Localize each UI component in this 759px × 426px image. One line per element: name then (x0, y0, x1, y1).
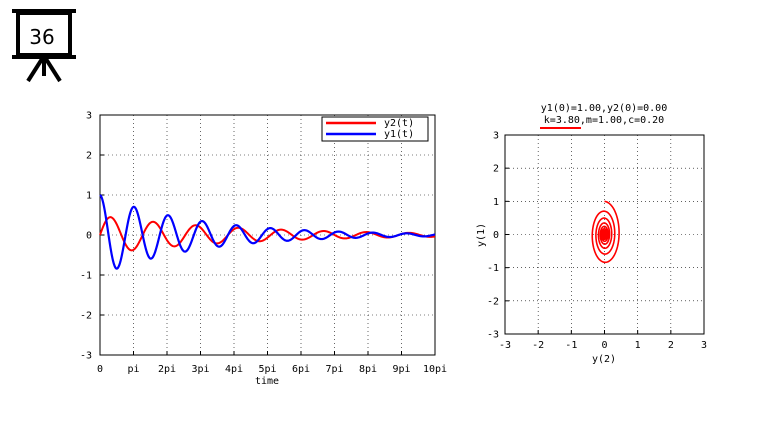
y-tick-label: -1 (487, 263, 499, 274)
y-tick-label: -2 (80, 311, 92, 322)
x-tick-label: pi (127, 364, 139, 375)
series-line-y2(t) (99, 216, 436, 252)
phase-subtitle: k=3.80,m=1.00,c=0.20 (544, 115, 664, 126)
time-legend: y2(t) y1(t) (321, 116, 429, 142)
y-tick-label: 1 (86, 191, 92, 202)
x-tick-label: 3 (701, 340, 707, 351)
slide-number: 36 (29, 25, 55, 49)
phase-title: y1(0)=1.00,y2(0)=0.00 (541, 103, 667, 114)
y-tick-label: 0 (86, 231, 92, 242)
x-tick-label: 0 (97, 364, 103, 375)
time-ticks: 0 pi 2pi 3pi 4pi 5pi 6pi 7pi 8pi 9pi 10pi 3 2 1 0 -1 -2 -… (80, 111, 447, 376)
x-tick-label: 2pi (158, 364, 176, 375)
x-tick-label: -2 (532, 340, 544, 351)
y-tick-label: 1 (493, 197, 499, 208)
x-tick-label: -1 (565, 340, 577, 351)
legend-label-y1: y1(t) (384, 129, 414, 140)
x-tick-label: 7pi (325, 364, 343, 375)
y-tick-label: -2 (487, 296, 499, 307)
x-tick-label: -3 (499, 340, 511, 351)
x-tick-label: 8pi (359, 364, 377, 375)
phase-x-axis-label: y(2) (592, 354, 616, 365)
series-line-y1(t) (99, 194, 436, 270)
phase-trajectory (591, 200, 620, 264)
time-series-chart: 0 pi 2pi 3pi 4pi 5pi 6pi 7pi 8pi 9pi 10pi 3 2 1 0 -1 -2 -… (80, 111, 447, 388)
presentation-board-icon (12, 9, 76, 83)
phase-portrait-chart: y1(0)=1.00,y2(0)=0.00 k=3.80,m=1.00,c=0.… (476, 103, 707, 365)
phase-y-axis-label: y(1) (476, 223, 487, 247)
y-tick-label: 0 (493, 230, 499, 241)
legend-box (321, 116, 429, 142)
x-tick-label: 6pi (292, 364, 310, 375)
x-tick-label: 4pi (225, 364, 243, 375)
x-tick-label: 10pi (423, 364, 447, 375)
time-series-lines (99, 194, 436, 270)
y-tick-label: -3 (80, 351, 92, 362)
x-tick-label: 9pi (392, 364, 410, 375)
x-tick-label: 3pi (191, 364, 209, 375)
phase-trajectory-line (591, 200, 620, 264)
legend-label-y2: y2(t) (384, 118, 414, 129)
y-tick-label: -1 (80, 271, 92, 282)
y-tick-label: 2 (86, 151, 92, 162)
x-tick-label: 0 (601, 340, 607, 351)
x-tick-label: 2 (668, 340, 674, 351)
y-tick-label: -3 (487, 330, 499, 341)
y-tick-label: 3 (86, 111, 92, 122)
phase-ticks: -3 -2 -1 0 1 2 3 3 2 1 0 -1 -2 -3 (487, 131, 707, 352)
x-tick-label: 5pi (258, 364, 276, 375)
x-tick-label: 1 (635, 340, 641, 351)
y-tick-label: 2 (493, 164, 499, 175)
time-x-axis-label: time (255, 376, 279, 387)
y-tick-label: 3 (493, 131, 499, 142)
